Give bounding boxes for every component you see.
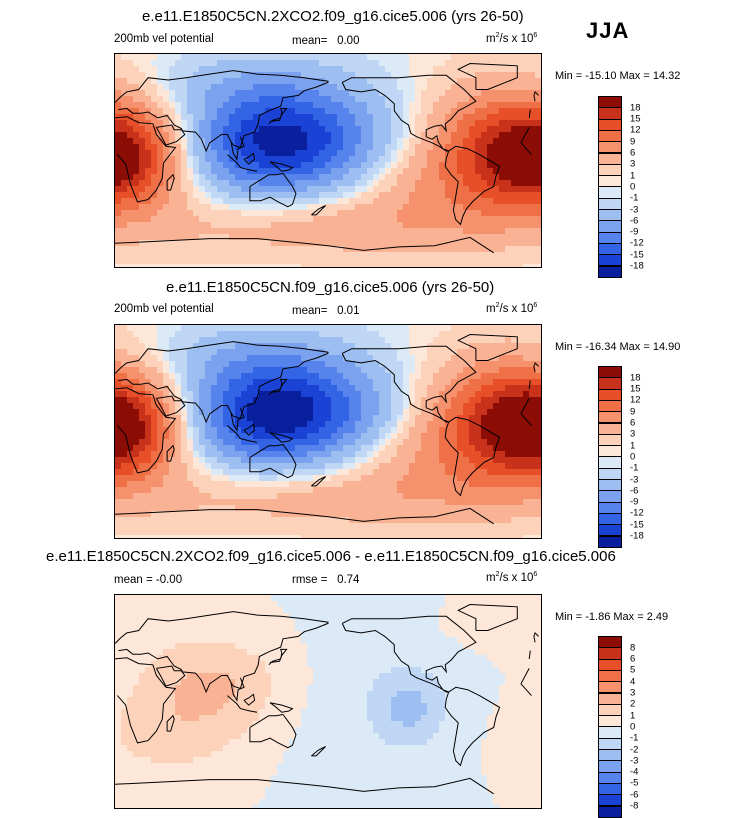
colorbar-tick-label: -18 xyxy=(630,531,644,542)
colorbar-tick-label: 0 xyxy=(630,181,635,192)
colorbar-bin xyxy=(598,806,622,818)
contour-fill xyxy=(115,595,541,808)
panel-1-map xyxy=(114,53,542,268)
units-rest: /s x 10 xyxy=(500,572,534,584)
panel-2-mean-value: 0.01 xyxy=(337,305,359,317)
colorbar-tick-label: -6 xyxy=(630,485,638,496)
colorbar-tick-label: 3 xyxy=(630,688,635,699)
panel-3-minmax: Min = -1.86 Max = 2.49 xyxy=(555,611,668,623)
colorbar-tick-label: -9 xyxy=(630,227,638,238)
colorbar-tick-label: -1 xyxy=(630,463,638,474)
units-exp: 6 xyxy=(533,32,537,39)
colorbar-tick-label: 9 xyxy=(630,136,635,147)
colorbar-tick-label: 18 xyxy=(630,102,641,113)
panel-1-variable: 200mb vel potential xyxy=(114,33,214,45)
panel-3-map xyxy=(114,594,542,809)
colorbar-bin xyxy=(598,536,622,548)
panel-3-rmse-label: rmse = xyxy=(292,574,327,586)
colorbar-tick-label: 12 xyxy=(630,395,641,406)
colorbar-tick-label: 1 xyxy=(630,170,635,181)
units-base: m xyxy=(486,572,496,584)
colorbar-tick-label: 0 xyxy=(630,451,635,462)
panel-1-units: m2/s x 106 xyxy=(486,33,537,45)
panel-1-title: e.e11.E1850C5CN.2XCO2.f09_g16.cice5.006 … xyxy=(142,8,524,25)
season-label: JJA xyxy=(586,18,629,44)
units-base: m xyxy=(486,33,496,45)
colorbar-tick-label: 0 xyxy=(630,721,635,732)
panel-3-title: e.e11.E1850C5CN.2XCO2.f09_g16.cice5.006 … xyxy=(46,548,616,565)
panel-3-units: m2/s x 106 xyxy=(486,572,537,584)
colorbar-tick-label: 18 xyxy=(630,372,641,383)
colorbar-tick-label: -1 xyxy=(630,193,638,204)
panel-2-units: m2/s x 106 xyxy=(486,303,537,315)
panel-3-mean-label: mean = xyxy=(114,574,153,586)
panel-3-contour-plot xyxy=(115,595,541,808)
colorbar-tick-label: -1 xyxy=(630,733,638,744)
colorbar-tick-label: 5 xyxy=(630,665,635,676)
panel-1-mean: mean= 0.00 xyxy=(292,35,359,47)
panel-2-contour-plot xyxy=(115,325,541,538)
panel-1-mean-value: 0.00 xyxy=(337,35,359,47)
panel-3-rmse-value: 0.74 xyxy=(337,574,359,586)
panel-2-mean: mean= 0.01 xyxy=(292,305,359,317)
colorbar-tick-label: -15 xyxy=(630,249,644,260)
colorbar-bin xyxy=(598,266,622,278)
colorbar-tick-label: -15 xyxy=(630,519,644,530)
panel-2-minmax: Min = -16.34 Max = 14.90 xyxy=(555,341,680,353)
panel-2-title: e.e11.E1850C5CN.f09_g16.cice5.006 (yrs 2… xyxy=(166,279,494,296)
contour-fill xyxy=(115,325,541,538)
colorbar-tick-label: 4 xyxy=(630,676,635,687)
panel-1-contour-plot xyxy=(115,54,541,267)
colorbar-tick-label: 9 xyxy=(630,406,635,417)
colorbar-tick-label: -12 xyxy=(630,508,644,519)
panel-1-minmax: Min = -15.10 Max = 14.32 xyxy=(555,70,680,82)
units-exp: 6 xyxy=(533,302,537,309)
colorbar-tick-label: -3 xyxy=(630,204,638,215)
colorbar-tick-label: 6 xyxy=(630,654,635,665)
units-exp: 6 xyxy=(533,571,537,578)
colorbar-tick-label: -5 xyxy=(630,778,638,789)
units-rest: /s x 10 xyxy=(500,303,534,315)
colorbar-tick-label: 6 xyxy=(630,148,635,159)
colorbar-tick-label: -3 xyxy=(630,755,638,766)
panel-3-mean-value: -0.00 xyxy=(156,574,182,586)
panel-3-rmse: rmse = 0.74 xyxy=(292,574,359,586)
colorbar-tick-label: -6 xyxy=(630,789,638,800)
colorbar-tick-label: 3 xyxy=(630,429,635,440)
colorbar-tick-label: 3 xyxy=(630,159,635,170)
units-base: m xyxy=(486,303,496,315)
colorbar-tick-label: 8 xyxy=(630,642,635,653)
colorbar-tick-label: 15 xyxy=(630,114,641,125)
panel-1-mean-label: mean= xyxy=(292,35,327,47)
colorbar-tick-label: -6 xyxy=(630,215,638,226)
panel-2-variable: 200mb vel potential xyxy=(114,303,214,315)
colorbar-tick-label: 15 xyxy=(630,384,641,395)
panel-3-mean: mean = -0.00 xyxy=(114,574,182,586)
colorbar-tick-label: -8 xyxy=(630,801,638,812)
panel-2-mean-label: mean= xyxy=(292,305,327,317)
colorbar-tick-label: -4 xyxy=(630,767,638,778)
panel-2-map xyxy=(114,324,542,539)
colorbar-tick-label: -18 xyxy=(630,261,644,272)
colorbar-tick-label: -12 xyxy=(630,238,644,249)
colorbar-tick-label: 1 xyxy=(630,440,635,451)
colorbar-tick-label: 2 xyxy=(630,699,635,710)
colorbar-tick-label: -9 xyxy=(630,497,638,508)
colorbar-tick-label: -2 xyxy=(630,744,638,755)
contour-fill xyxy=(115,54,541,267)
colorbar-tick-label: 1 xyxy=(630,710,635,721)
colorbar-tick-label: 12 xyxy=(630,125,641,136)
colorbar-tick-label: -3 xyxy=(630,474,638,485)
units-rest: /s x 10 xyxy=(500,33,534,45)
colorbar-tick-label: 6 xyxy=(630,418,635,429)
